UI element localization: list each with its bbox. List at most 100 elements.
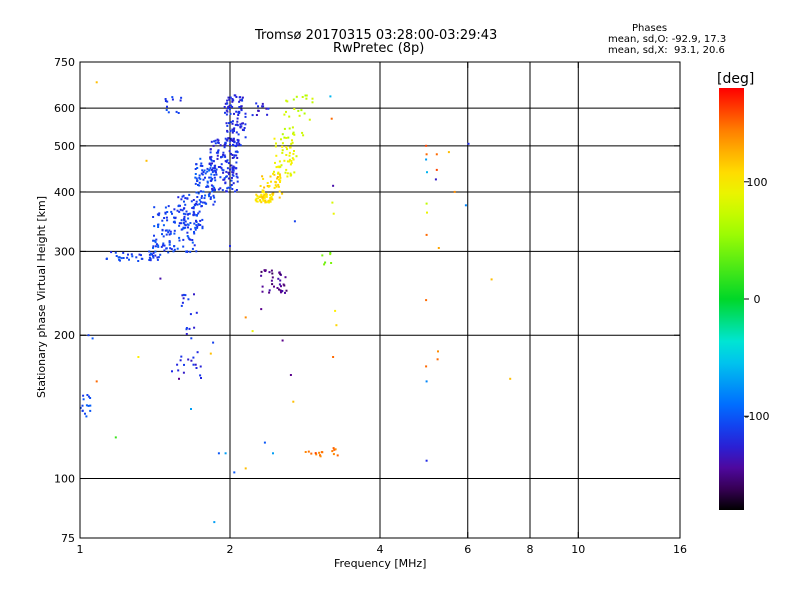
data-point (229, 144, 231, 146)
data-point (333, 448, 336, 451)
data-point (211, 187, 214, 190)
data-point (177, 196, 180, 199)
data-point (283, 284, 286, 287)
data-point (198, 174, 201, 177)
data-point (201, 218, 204, 221)
data-point (280, 138, 282, 141)
data-point (267, 107, 270, 110)
data-point (261, 175, 264, 178)
data-point (165, 233, 168, 236)
data-point (194, 168, 197, 170)
data-point (161, 219, 164, 222)
data-point (185, 210, 188, 213)
data-point (230, 179, 233, 182)
data-point (288, 154, 291, 157)
data-point (181, 209, 184, 212)
data-point (231, 168, 234, 171)
data-point (227, 177, 230, 180)
data-point (235, 189, 238, 191)
data-point (288, 160, 290, 163)
data-point (213, 166, 216, 169)
data-point (274, 145, 277, 148)
data-point (220, 167, 223, 170)
data-point (204, 194, 207, 197)
data-point (229, 168, 231, 171)
data-point (286, 172, 289, 175)
data-point (173, 229, 176, 232)
data-point (291, 126, 294, 129)
data-point (268, 201, 270, 204)
data-point (281, 149, 284, 152)
data-point (425, 459, 428, 462)
data-point (81, 404, 84, 407)
data-point (157, 244, 160, 247)
data-point (262, 105, 265, 108)
data-point (264, 201, 267, 204)
data-point (179, 204, 181, 207)
x-tick-label: 6 (464, 543, 471, 556)
data-point (285, 99, 288, 102)
data-point (425, 233, 428, 236)
data-point (167, 231, 170, 234)
data-point (241, 98, 243, 101)
data-point (235, 172, 238, 175)
data-point (154, 241, 157, 244)
data-point (263, 191, 265, 194)
data-point (193, 293, 195, 296)
data-point (190, 359, 193, 362)
data-point (304, 451, 307, 453)
data-point (193, 231, 195, 233)
data-point (267, 199, 270, 202)
data-point (231, 105, 234, 108)
data-point (180, 96, 183, 99)
data-point (165, 229, 168, 232)
data-point (195, 311, 198, 314)
data-point (130, 253, 133, 256)
data-point (199, 224, 202, 226)
data-point (242, 122, 244, 125)
data-point (281, 142, 284, 145)
data-point (114, 436, 117, 439)
data-point (289, 172, 292, 175)
data-point (149, 259, 152, 262)
data-point (131, 255, 134, 258)
data-point (223, 106, 226, 108)
data-point (180, 219, 183, 222)
data-point (467, 142, 470, 145)
data-point (226, 99, 229, 102)
data-point (183, 215, 186, 218)
data-point (265, 193, 268, 195)
data-point (194, 228, 197, 231)
data-point (232, 128, 235, 131)
data-point (231, 188, 234, 190)
data-point (194, 176, 197, 179)
data-point (234, 190, 237, 193)
data-point (227, 137, 230, 140)
data-point (285, 110, 287, 113)
data-point (242, 128, 244, 131)
data-point (178, 236, 181, 239)
data-point (236, 176, 239, 179)
data-point (193, 326, 196, 329)
data-point (289, 374, 292, 376)
data-point (233, 471, 236, 474)
data-point (169, 247, 172, 250)
data-point (293, 220, 296, 223)
data-point (209, 157, 212, 160)
data-point (186, 231, 189, 234)
data-point (177, 369, 180, 372)
y-tick-label: 400 (54, 186, 75, 199)
data-point (269, 194, 272, 196)
data-point (266, 113, 269, 116)
data-point (290, 162, 293, 164)
data-point (224, 141, 227, 144)
data-point (264, 199, 267, 202)
data-point (152, 245, 155, 248)
data-point (286, 148, 288, 151)
data-point (191, 241, 194, 244)
data-point (311, 97, 314, 100)
data-point (226, 187, 229, 190)
data-point (279, 289, 282, 292)
data-point (239, 144, 242, 147)
data-point (234, 123, 237, 126)
